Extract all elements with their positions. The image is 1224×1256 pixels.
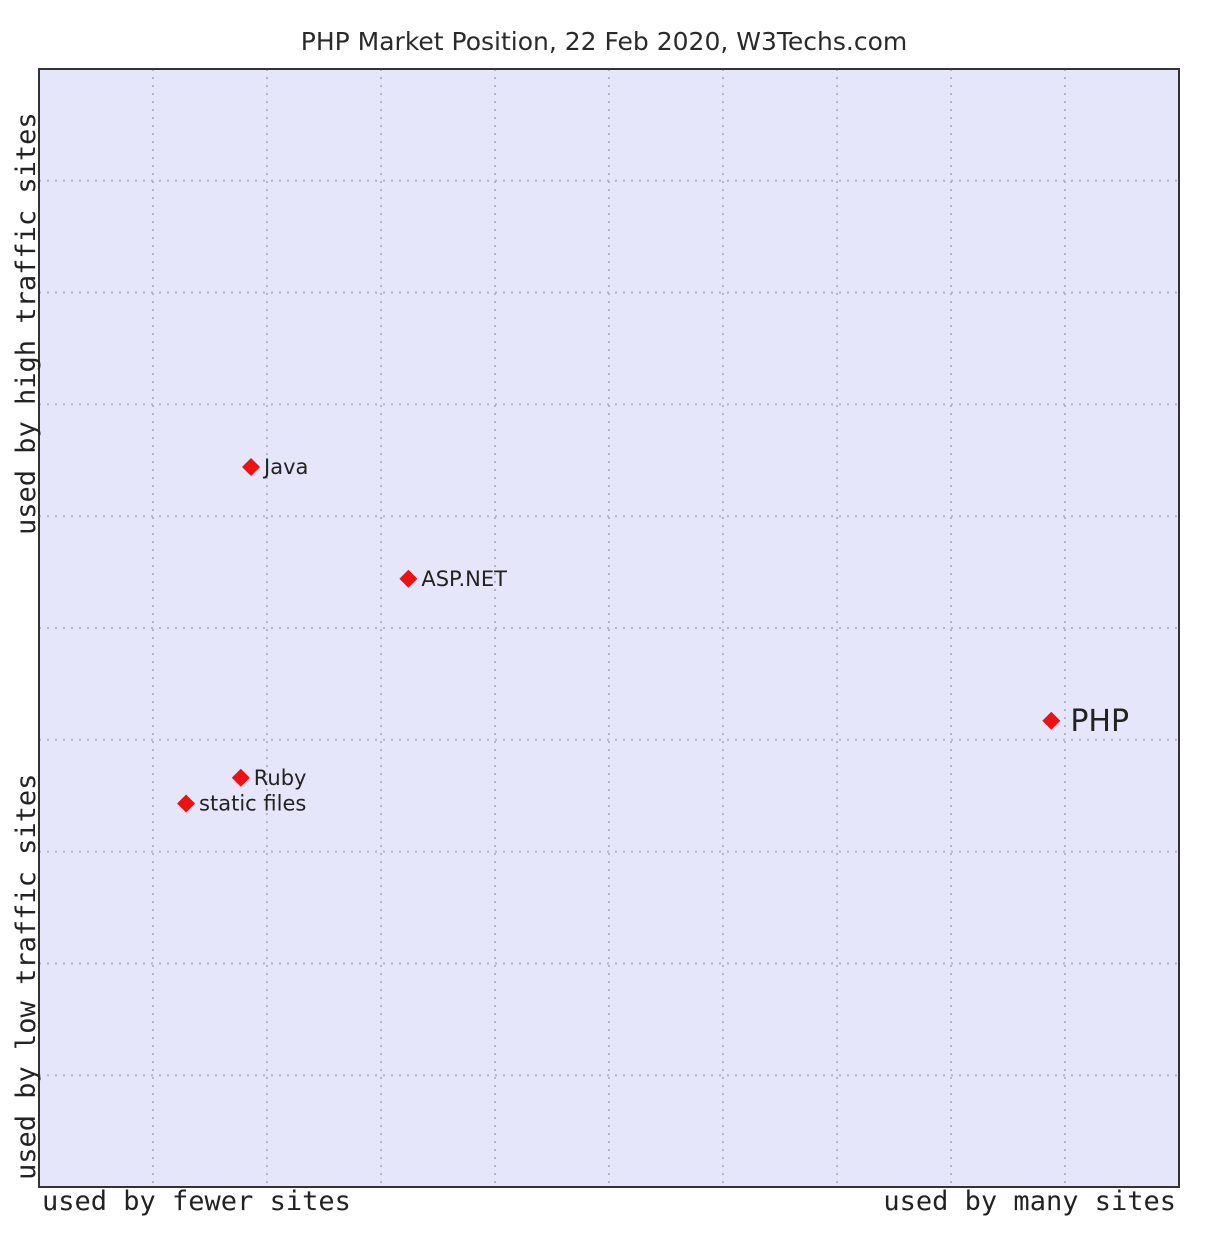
y-axis-label-high: used by high traffic sites [11, 112, 42, 535]
chart-title: PHP Market Position, 22 Feb 2020, W3Tech… [301, 27, 907, 56]
x-axis-label-left: used by fewer sites [42, 1186, 351, 1217]
data-label-java: Java [262, 455, 308, 479]
data-point-ruby [231, 768, 250, 787]
grid-lines [39, 69, 1179, 1187]
data-point-asp-net [399, 569, 418, 588]
data-point-php [1042, 711, 1061, 730]
data-label-php: PHP [1070, 704, 1129, 739]
data-label-asp-net: ASP.NET [421, 567, 507, 591]
data-label-ruby: Ruby [254, 766, 307, 790]
data-label-static-files: static files [199, 792, 306, 816]
plot-frame [38, 68, 1180, 1188]
y-axis-label-low: used by low traffic sites [11, 774, 42, 1180]
data-point-static-files [177, 794, 196, 813]
data-point-java [242, 458, 261, 477]
x-axis-label-right: used by many sites [883, 1186, 1176, 1217]
